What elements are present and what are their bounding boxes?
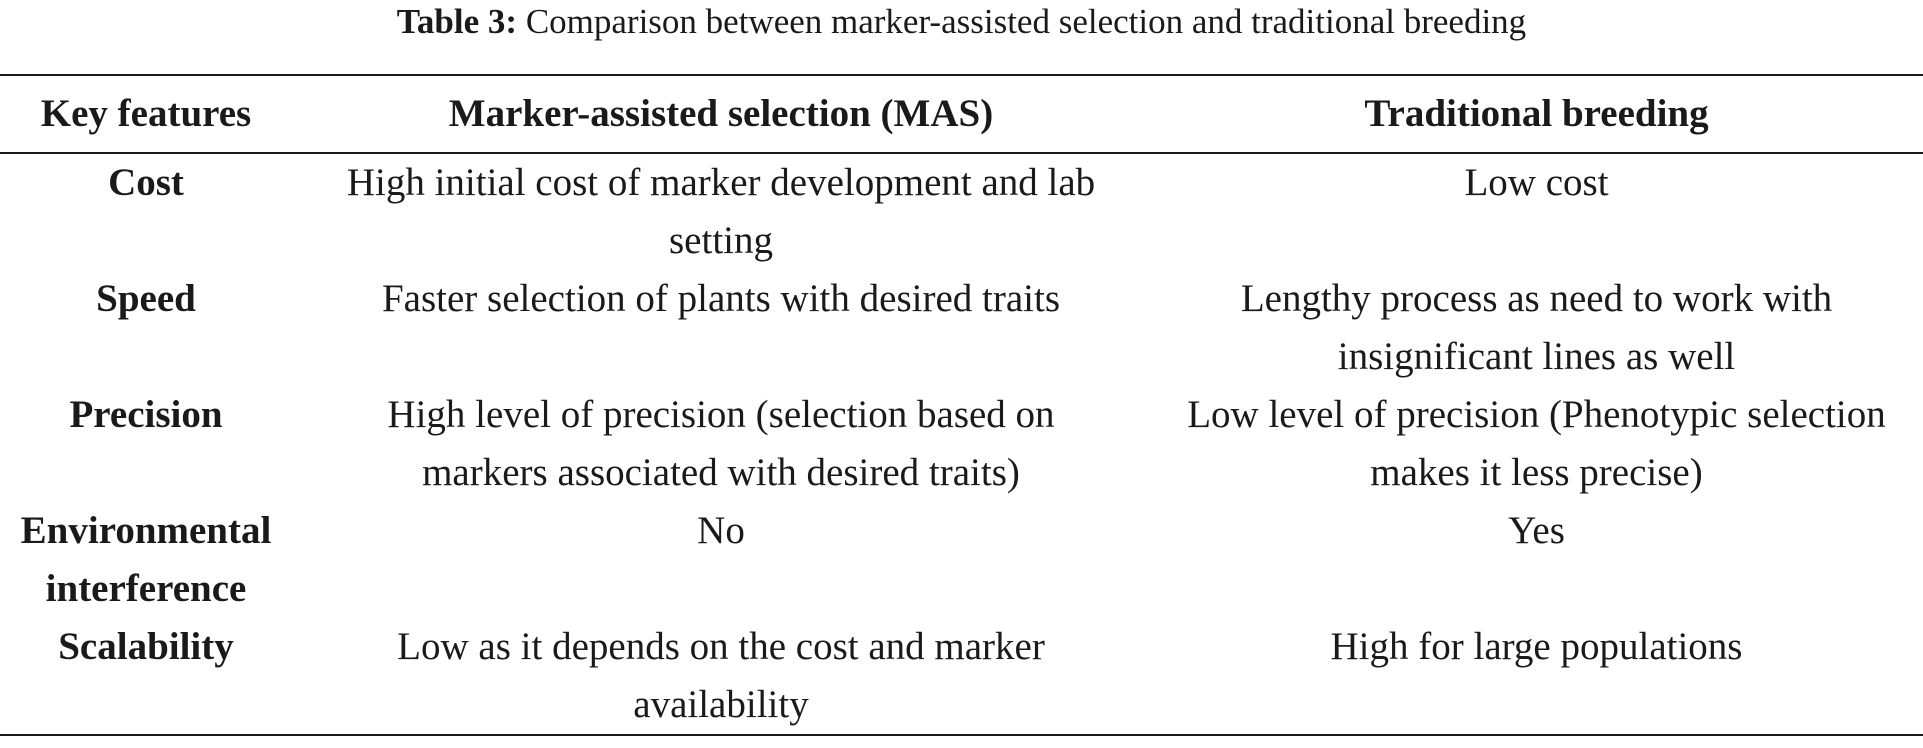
mas-cell-text: Low as it depends on the cost and marker… [397, 625, 1045, 726]
traditional-cell-text: Low level of precision (Phenotypic selec… [1187, 393, 1886, 494]
mas-cell-text: No [697, 509, 745, 552]
mas-cell-text: Faster selection of plants with desired … [381, 277, 1060, 320]
traditional-cell: High for large populations [1150, 618, 1923, 735]
header-key-features: Key features [0, 75, 292, 154]
table-header: Key features Marker-assisted selection (… [0, 75, 1923, 154]
mas-cell-text: High initial cost of marker development … [346, 161, 1096, 262]
table-row: Scalability Low as it depends on the cos… [0, 618, 1923, 735]
table-row: Speed Faster selection of plants with de… [0, 270, 1923, 386]
traditional-cell-text: High for large populations [1330, 625, 1743, 668]
feature-cell: Precision [69, 393, 223, 436]
traditional-cell: Lengthy process as need to work with ins… [1150, 270, 1923, 386]
mas-cell-text: High level of precision (selection based… [387, 393, 1055, 494]
feature-cell: Scalability [58, 625, 234, 668]
mas-cell: High level of precision (selection based… [292, 386, 1150, 502]
table-row: Precision High level of precision (selec… [0, 386, 1923, 502]
table-caption: Table 3: Comparison between marker-assis… [0, 0, 1923, 44]
comparison-table: Key features Marker-assisted selection (… [0, 74, 1923, 736]
table-body: Cost High initial cost of marker develop… [0, 153, 1923, 735]
mas-cell: Faster selection of plants with desired … [292, 270, 1150, 386]
traditional-cell-text: Low cost [1464, 161, 1609, 204]
header-mas: Marker-assisted selection (MAS) [292, 75, 1150, 154]
mas-cell: Low as it depends on the cost and marker… [292, 618, 1150, 735]
mas-cell: High initial cost of marker development … [292, 153, 1150, 270]
traditional-cell-text: Lengthy process as need to work with ins… [1240, 277, 1833, 378]
traditional-cell: Low cost [1150, 153, 1923, 270]
feature-cell: Speed [96, 277, 196, 320]
table-caption-text: Comparison between marker-assisted selec… [525, 2, 1527, 41]
table-row: Cost High initial cost of marker develop… [0, 153, 1923, 270]
feature-cell: Environmental interference [20, 509, 272, 610]
traditional-cell: Yes [1150, 502, 1923, 618]
feature-cell: Cost [108, 161, 184, 204]
table-row: Environmental interference No Yes [0, 502, 1923, 618]
traditional-cell: Low level of precision (Phenotypic selec… [1150, 386, 1923, 502]
traditional-cell-text: Yes [1508, 509, 1565, 552]
mas-cell: No [292, 502, 1150, 618]
table-caption-label: Table 3: [396, 2, 518, 41]
header-traditional-breeding: Traditional breeding [1150, 75, 1923, 154]
header-row: Key features Marker-assisted selection (… [0, 75, 1923, 154]
